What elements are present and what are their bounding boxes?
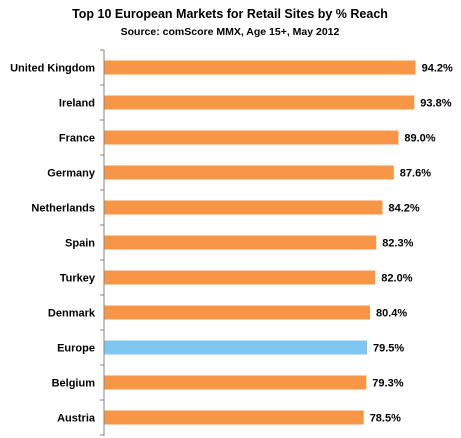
value-label: 94.2% bbox=[422, 63, 453, 75]
bar-austria bbox=[104, 410, 364, 425]
bar-ireland bbox=[104, 95, 415, 110]
value-label: 87.6% bbox=[400, 168, 431, 180]
bar-france bbox=[104, 130, 399, 145]
category-label: Spain bbox=[65, 238, 95, 250]
bar-europe bbox=[104, 340, 367, 355]
category-label: Netherlands bbox=[31, 203, 95, 215]
bar-netherlands bbox=[104, 200, 383, 215]
category-label: United Kingdom bbox=[10, 63, 95, 75]
value-label: 78.5% bbox=[370, 413, 401, 425]
bar-turkey bbox=[104, 270, 376, 285]
value-label: 93.8% bbox=[420, 98, 451, 110]
bar-germany bbox=[104, 165, 394, 180]
plot-area: United Kingdom 94.2% Ireland 93.8% France 89.… bbox=[10, 49, 453, 436]
category-label: France bbox=[59, 133, 95, 145]
chart-title: Top 10 European Markets for Retail Sites… bbox=[72, 7, 388, 21]
value-label: 79.5% bbox=[373, 343, 404, 355]
value-label: 89.0% bbox=[404, 133, 435, 145]
value-label: 82.3% bbox=[382, 238, 413, 250]
category-label: Turkey bbox=[60, 273, 96, 285]
value-label: 80.4% bbox=[376, 308, 407, 320]
chart-subtitle: Source: comScore MMX, Age 15+, May 2012 bbox=[121, 26, 340, 38]
category-label: Europe bbox=[57, 343, 95, 355]
value-label: 79.3% bbox=[372, 378, 403, 390]
category-label: Belgium bbox=[52, 378, 96, 390]
category-label: Ireland bbox=[59, 98, 95, 110]
value-label: 82.0% bbox=[381, 273, 412, 285]
category-label: Germany bbox=[47, 168, 96, 180]
category-label: Denmark bbox=[48, 308, 96, 320]
category-label: Austria bbox=[57, 413, 96, 425]
value-label: 84.2% bbox=[389, 203, 420, 215]
bar-denmark bbox=[104, 305, 370, 320]
bar-spain bbox=[104, 235, 377, 250]
bar-belgium bbox=[104, 375, 367, 390]
bar-united-kingdom bbox=[104, 60, 416, 75]
